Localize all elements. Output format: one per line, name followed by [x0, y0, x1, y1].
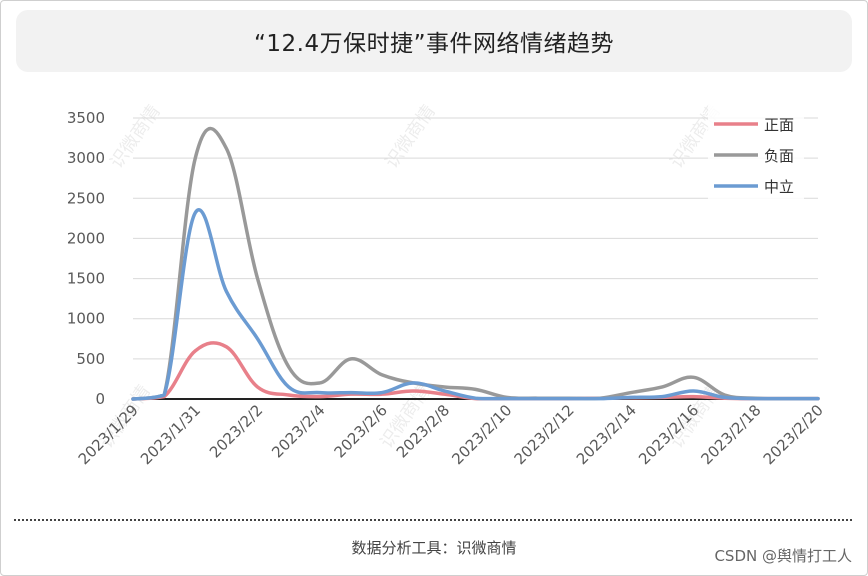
- x-tick-label: 2023/2/10: [448, 401, 515, 468]
- series-line-负面: [131, 126, 820, 401]
- x-tick-label: 2023/2/4: [268, 401, 328, 461]
- watermark: 识微商情: [381, 101, 439, 172]
- x-tick-label: 2023/1/31: [137, 401, 204, 468]
- x-tick-label: 2023/2/2: [206, 401, 266, 461]
- credit-text: CSDN @舆情打工人: [714, 547, 852, 565]
- footer-divider: [14, 519, 852, 521]
- legend-label-中立: 中立: [764, 178, 794, 196]
- legend-label-正面: 正面: [764, 116, 794, 134]
- y-tick-label: 0: [95, 390, 105, 408]
- y-tick-label: 3000: [67, 149, 105, 167]
- x-tick-label: 2023/2/14: [573, 401, 640, 468]
- legend-box: [708, 98, 804, 206]
- y-tick-label: 1000: [67, 310, 105, 328]
- watermark: 识微商情: [106, 101, 164, 172]
- y-tick-label: 2500: [67, 189, 105, 207]
- y-tick-label: 3500: [67, 109, 105, 127]
- y-tick-label: 2000: [67, 229, 105, 247]
- y-tick-label: 1500: [67, 270, 105, 288]
- x-tick-label: 2023/2/12: [511, 401, 578, 468]
- title-bar: “12.4万保时捷”事件网络情绪趋势: [16, 10, 852, 72]
- x-tick-label: 2023/2/20: [760, 401, 827, 468]
- series-line-中立: [131, 208, 820, 401]
- chart-title: “12.4万保时捷”事件网络情绪趋势: [253, 31, 615, 57]
- footer-source: 数据分析工具：识微商情: [351, 539, 517, 557]
- y-tick-label: 500: [76, 350, 105, 368]
- legend-label-负面: 负面: [764, 147, 794, 165]
- x-tick-label: 2023/1/29: [75, 401, 142, 468]
